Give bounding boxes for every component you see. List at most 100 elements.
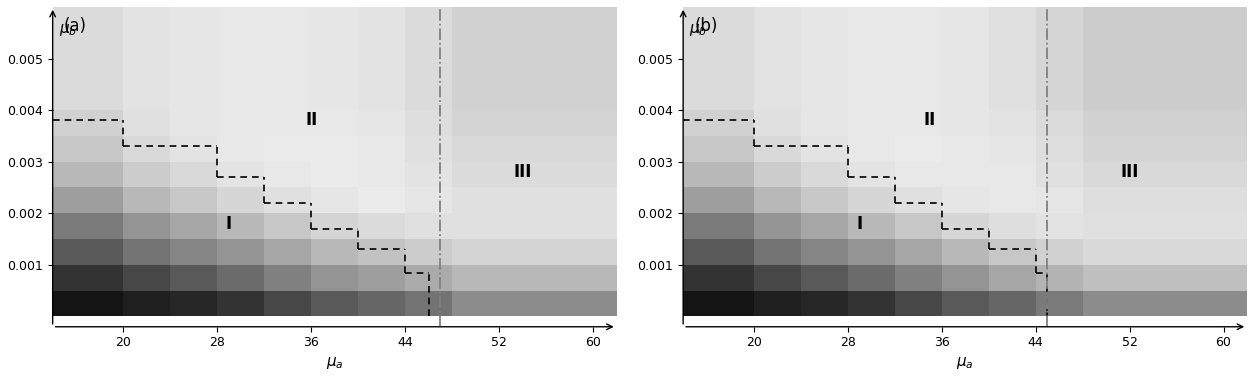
Bar [359, 162, 405, 187]
Bar [171, 213, 217, 239]
Bar [53, 136, 123, 162]
Bar [942, 162, 988, 187]
X-axis label: $\mu_a$: $\mu_a$ [957, 355, 974, 371]
Bar [265, 7, 311, 110]
Bar [453, 213, 617, 239]
Bar [894, 136, 942, 162]
Bar [123, 7, 171, 110]
Text: I: I [856, 215, 863, 232]
Text: $\mu_b$: $\mu_b$ [688, 22, 707, 39]
Bar [848, 265, 894, 291]
Bar [800, 136, 848, 162]
Bar [683, 162, 754, 187]
Bar [683, 7, 754, 110]
Bar [1082, 239, 1246, 265]
Bar [988, 213, 1036, 239]
Bar [988, 239, 1036, 265]
Bar [1036, 291, 1082, 316]
X-axis label: $\mu_a$: $\mu_a$ [326, 355, 344, 371]
Bar [1082, 213, 1246, 239]
Bar [848, 162, 894, 187]
Bar [894, 187, 942, 213]
Bar [1036, 162, 1082, 187]
Bar [123, 239, 171, 265]
Text: I: I [226, 215, 232, 232]
Bar [171, 239, 217, 265]
Bar [171, 162, 217, 187]
Bar [217, 239, 265, 265]
Bar [123, 162, 171, 187]
Bar [171, 136, 217, 162]
Bar [453, 7, 617, 110]
Bar [217, 136, 265, 162]
Bar [754, 239, 800, 265]
Bar [754, 162, 800, 187]
Bar [405, 265, 453, 291]
Bar [453, 136, 617, 162]
Bar [265, 136, 311, 162]
Bar [848, 213, 894, 239]
Text: (b): (b) [695, 17, 717, 34]
Bar [894, 110, 942, 136]
Bar [988, 187, 1036, 213]
Bar [359, 265, 405, 291]
Bar [800, 7, 848, 110]
Bar [754, 7, 800, 110]
Bar [848, 291, 894, 316]
Bar [53, 162, 123, 187]
Bar [53, 265, 123, 291]
Bar [942, 265, 988, 291]
Bar [942, 239, 988, 265]
Bar [123, 265, 171, 291]
Bar [53, 239, 123, 265]
Bar [217, 110, 265, 136]
Bar [754, 187, 800, 213]
Bar [123, 213, 171, 239]
Bar [405, 7, 453, 110]
Bar [311, 7, 359, 110]
Bar [988, 265, 1036, 291]
Bar [988, 7, 1036, 110]
Bar [942, 187, 988, 213]
Bar [217, 291, 265, 316]
Bar [171, 110, 217, 136]
Bar [405, 187, 453, 213]
Bar [123, 110, 171, 136]
Bar [683, 136, 754, 162]
Bar [1082, 136, 1246, 162]
Text: III: III [1120, 163, 1139, 181]
Bar [754, 110, 800, 136]
Bar [1082, 110, 1246, 136]
Bar [123, 187, 171, 213]
Bar [683, 187, 754, 213]
Text: III: III [513, 163, 532, 181]
Text: (a): (a) [64, 17, 87, 34]
Bar [894, 239, 942, 265]
Bar [1036, 136, 1082, 162]
Bar [265, 110, 311, 136]
Bar [171, 291, 217, 316]
Bar [359, 110, 405, 136]
Text: II: II [924, 112, 935, 129]
Bar [265, 291, 311, 316]
Bar [1036, 187, 1082, 213]
Bar [405, 291, 453, 316]
Bar [942, 213, 988, 239]
Bar [311, 265, 359, 291]
Bar [311, 162, 359, 187]
Bar [405, 239, 453, 265]
Text: II: II [305, 112, 317, 129]
Text: $\mu_b$: $\mu_b$ [59, 22, 76, 39]
Bar [453, 187, 617, 213]
Bar [894, 7, 942, 110]
Bar [800, 162, 848, 187]
Bar [1036, 239, 1082, 265]
Bar [359, 136, 405, 162]
Bar [1036, 7, 1082, 110]
Bar [1082, 7, 1246, 110]
Bar [359, 187, 405, 213]
Bar [359, 239, 405, 265]
Bar [453, 110, 617, 136]
Bar [311, 136, 359, 162]
Bar [754, 291, 800, 316]
